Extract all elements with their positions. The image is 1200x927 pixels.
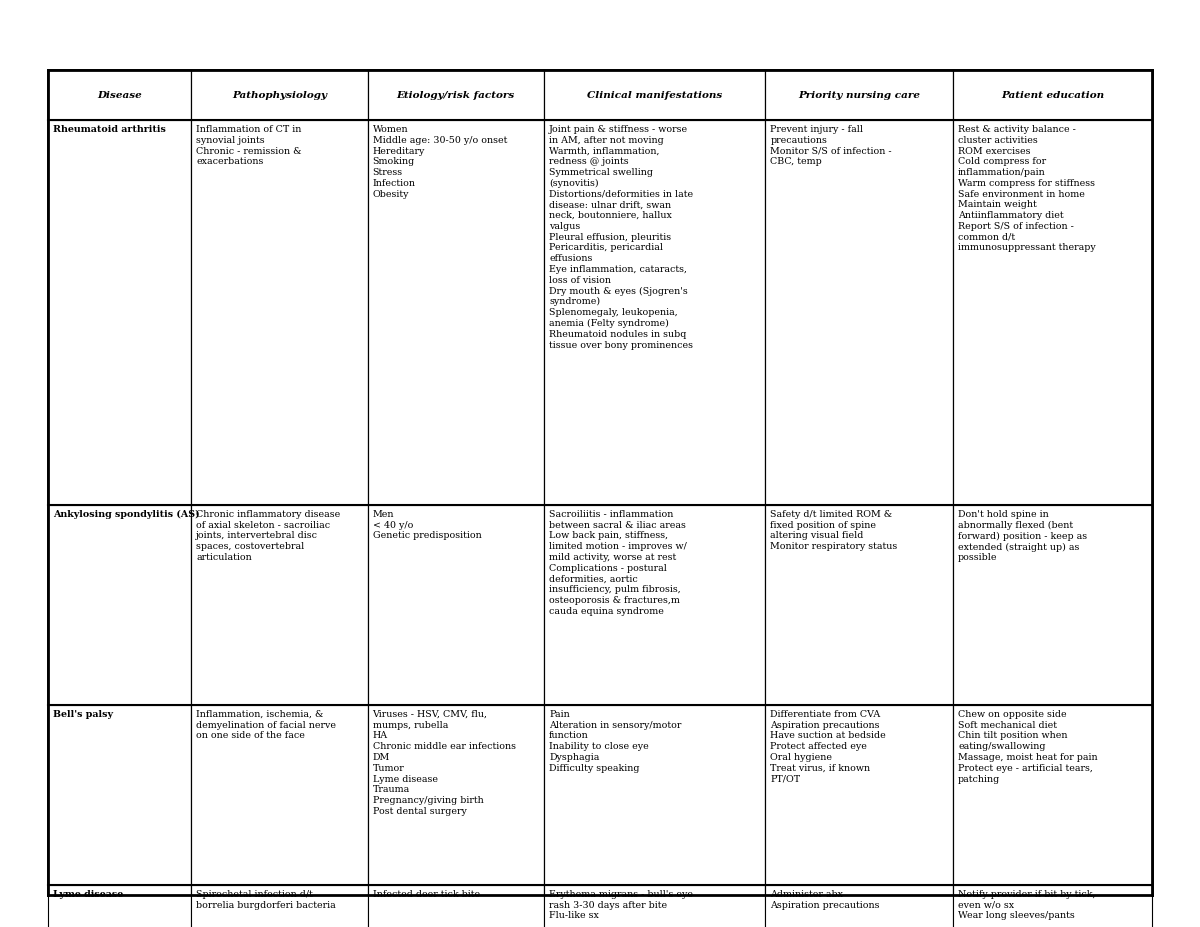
Bar [766,885,953,927]
Bar [953,885,1152,927]
Text: Infected deer tick bite: Infected deer tick bite [372,890,480,899]
Bar [367,885,544,927]
Bar [191,505,367,705]
Text: Safety d/t limited ROM &
fixed position of spine
altering visual field
Monitor r: Safety d/t limited ROM & fixed position … [770,510,898,552]
Bar [766,705,953,885]
Bar [48,705,191,885]
Bar [953,705,1152,885]
Bar [191,705,367,885]
Text: Pain
Alteration in sensory/motor
function
Inability to close eye
Dysphagia
Diffi: Pain Alteration in sensory/motor functio… [550,710,682,773]
Text: Sacroiliitis - inflammation
between sacral & iliac areas
Low back pain, stiffnes: Sacroiliitis - inflammation between sacr… [550,510,688,616]
Bar [544,885,766,927]
Bar [191,120,367,505]
Text: Etiology/risk factors: Etiology/risk factors [397,91,515,99]
Text: Chronic inflammatory disease
of axial skeleton - sacroiliac
joints, intervertebr: Chronic inflammatory disease of axial sk… [196,510,341,562]
Text: Notify provider if bit by tick,
even w/o sx
Wear long sleeves/pants: Notify provider if bit by tick, even w/o… [958,890,1096,921]
Text: Chew on opposite side
Soft mechanical diet
Chin tilt position when
eating/swallo: Chew on opposite side Soft mechanical di… [958,710,1098,783]
Text: Pathophysiology: Pathophysiology [232,91,326,99]
Text: Rest & activity balance -
cluster activities
ROM exercises
Cold compress for
inf: Rest & activity balance - cluster activi… [958,125,1096,252]
Text: Lyme disease: Lyme disease [53,890,124,899]
Text: Clinical manifestations: Clinical manifestations [587,91,722,99]
Text: Don't hold spine in
abnormally flexed (bent
forward) position - keep as
extended: Don't hold spine in abnormally flexed (b… [958,510,1087,563]
Bar [48,885,191,927]
Bar [48,120,191,505]
Bar [766,70,953,120]
Text: Bell's palsy: Bell's palsy [53,710,113,719]
Text: Men
< 40 y/o
Genetic predisposition: Men < 40 y/o Genetic predisposition [372,510,481,540]
Bar [544,505,766,705]
Bar [367,705,544,885]
Bar [953,120,1152,505]
Text: Joint pain & stiffness - worse
in AM, after not moving
Warmth, inflammation,
red: Joint pain & stiffness - worse in AM, af… [550,125,694,349]
Bar [367,505,544,705]
Text: Differentiate from CVA
Aspiration precautions
Have suction at bedside
Protect af: Differentiate from CVA Aspiration precau… [770,710,886,783]
Bar [48,70,1152,895]
Text: Women
Middle age: 30-50 y/o onset
Hereditary
Smoking
Stress
Infection
Obesity: Women Middle age: 30-50 y/o onset Heredi… [372,125,506,198]
Bar [953,70,1152,120]
Text: Viruses - HSV, CMV, flu,
mumps, rubella
HA
Chronic middle ear infections
DM
Tumo: Viruses - HSV, CMV, flu, mumps, rubella … [372,710,516,816]
Text: Inflammation, ischemia, &
demyelination of facial nerve
on one side of the face: Inflammation, ischemia, & demyelination … [196,710,336,741]
Text: Administer abx
Aspiration precautions: Administer abx Aspiration precautions [770,890,880,909]
Bar [48,505,191,705]
Bar [544,120,766,505]
Bar [48,70,191,120]
Bar [191,885,367,927]
Bar [953,505,1152,705]
Text: Rheumatoid arthritis: Rheumatoid arthritis [53,125,166,134]
Text: Disease: Disease [97,91,142,99]
Bar [367,120,544,505]
Text: Spirochetal infection d/t
borrelia burgdorferi bacteria: Spirochetal infection d/t borrelia burgd… [196,890,336,909]
Bar [544,705,766,885]
Text: Inflammation of CT in
synovial joints
Chronic - remission &
exacerbations: Inflammation of CT in synovial joints Ch… [196,125,301,166]
Bar [367,70,544,120]
Text: Priority nursing care: Priority nursing care [798,91,920,99]
Bar [191,70,367,120]
Text: Ankylosing spondylitis (AS): Ankylosing spondylitis (AS) [53,510,199,519]
Text: Erythema migrans - bull's eye
rash 3-30 days after bite
Flu-like sx: Erythema migrans - bull's eye rash 3-30 … [550,890,694,921]
Text: Prevent injury - fall
precautions
Monitor S/S of infection -
CBC, temp: Prevent injury - fall precautions Monito… [770,125,892,166]
Bar [766,120,953,505]
Bar [766,505,953,705]
Bar [544,70,766,120]
Text: Patient education: Patient education [1001,91,1104,99]
